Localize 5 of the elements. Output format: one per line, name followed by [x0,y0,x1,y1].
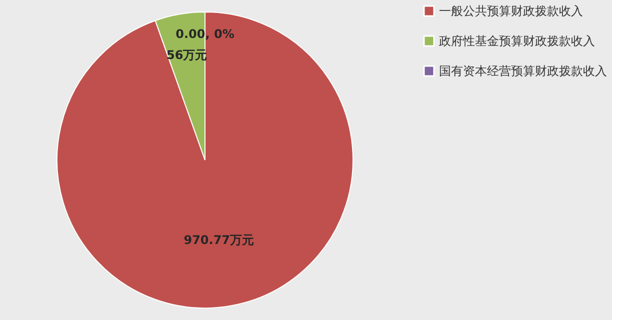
legend-label: 政府性基金预算财政拨款收入 [439,34,595,48]
pie-slice [56,12,354,308]
legend-label: 一般公共预算财政拨款收入 [439,4,583,18]
data-label: 970.77万元 [184,233,254,248]
legend-label: 国有资本经营预算财政拨款收入 [439,64,607,78]
